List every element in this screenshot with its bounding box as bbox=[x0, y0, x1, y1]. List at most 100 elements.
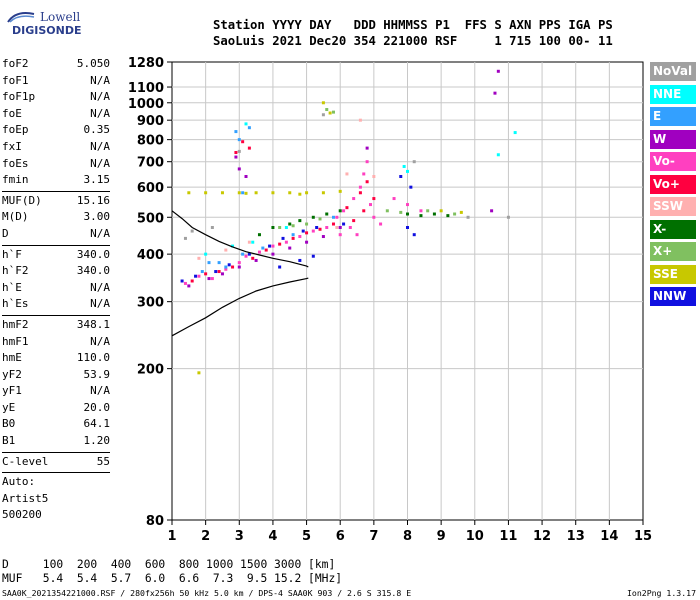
param-row: foF1 N/A bbox=[2, 73, 110, 90]
x-tick-label: 5 bbox=[302, 529, 311, 544]
param-value: N/A bbox=[90, 156, 110, 170]
param-value: 5.050 bbox=[76, 57, 110, 70]
param-name: h`E bbox=[2, 280, 22, 294]
echo-point bbox=[305, 231, 309, 235]
echo-point bbox=[217, 261, 221, 265]
y-tick-label: 200 bbox=[137, 363, 164, 378]
echo-point bbox=[345, 206, 349, 210]
legend: NoVal NNE E W Vo- Vo+ SSW X- X+ SSE NNW bbox=[650, 62, 696, 310]
param-name: fxI bbox=[2, 139, 22, 153]
echo-point bbox=[318, 217, 322, 221]
echo-point bbox=[227, 263, 231, 267]
param-row: h`Es N/A bbox=[2, 296, 110, 313]
footer-muf-row: MUF 5.4 5.4 5.7 6.0 6.6 7.3 9.5 15.2 [MH… bbox=[2, 572, 343, 585]
echo-point bbox=[254, 191, 258, 195]
param-name: MUF(D) bbox=[2, 193, 42, 207]
echo-point bbox=[311, 254, 315, 258]
y-tick-label: 400 bbox=[137, 248, 164, 263]
param-value: 55 bbox=[96, 454, 110, 468]
echo-point bbox=[200, 270, 204, 274]
echo-point bbox=[271, 225, 275, 229]
x-tick-label: 8 bbox=[403, 529, 412, 544]
echo-point bbox=[459, 210, 463, 214]
echo-point bbox=[513, 131, 517, 135]
echo-point bbox=[365, 146, 369, 150]
echo-point bbox=[210, 225, 214, 229]
echo-point bbox=[220, 272, 224, 276]
echo-point bbox=[385, 209, 389, 213]
param-row: MUF(D) 15.16 bbox=[2, 193, 110, 210]
echo-point bbox=[342, 222, 346, 226]
legend-item-vo: Vo+ bbox=[650, 174, 696, 194]
param-name: foEs bbox=[2, 156, 29, 170]
echo-points bbox=[180, 69, 517, 375]
autoscaling-line: Artist5 bbox=[2, 491, 49, 505]
echo-point bbox=[231, 244, 235, 248]
echo-point bbox=[362, 172, 366, 176]
echo-point bbox=[257, 250, 261, 254]
echo-point bbox=[237, 191, 241, 195]
echo-point bbox=[278, 265, 282, 269]
echo-point bbox=[406, 212, 409, 216]
echo-point bbox=[284, 225, 288, 229]
echo-point bbox=[321, 101, 325, 105]
echo-point bbox=[348, 225, 352, 229]
echo-point bbox=[291, 236, 295, 240]
echo-point bbox=[338, 209, 342, 213]
x-tick-label: 10 bbox=[466, 529, 484, 544]
y-tick-label: 800 bbox=[137, 134, 164, 149]
echo-point bbox=[241, 140, 245, 144]
param-value: 3.00 bbox=[83, 210, 111, 224]
echo-point bbox=[352, 197, 356, 201]
y-tick-label: 500 bbox=[137, 211, 164, 226]
x-tick-label: 13 bbox=[567, 529, 585, 544]
x-tick-label: 3 bbox=[235, 529, 244, 544]
grid-lines bbox=[172, 62, 643, 520]
echo-point bbox=[271, 244, 275, 248]
param-value: 0.35 bbox=[83, 123, 111, 137]
echo-point bbox=[409, 185, 413, 189]
echo-point bbox=[187, 284, 191, 288]
echo-point bbox=[190, 229, 194, 233]
param-name: foF2 bbox=[2, 57, 29, 70]
echo-point bbox=[372, 215, 376, 219]
param-row: M(D) 3.00 bbox=[2, 209, 110, 226]
legend-item-x: X+ bbox=[650, 242, 696, 261]
param-separator bbox=[2, 472, 110, 474]
echo-point bbox=[210, 277, 214, 281]
y-tick-label: 600 bbox=[137, 181, 164, 196]
echo-point bbox=[197, 274, 201, 278]
param-row: B1 1.20 bbox=[2, 433, 110, 450]
echo-point bbox=[288, 246, 292, 250]
param-row: foF1p N/A bbox=[2, 89, 110, 106]
legend-item-noval: NoVal bbox=[650, 62, 696, 81]
echo-point bbox=[247, 146, 251, 150]
echo-point bbox=[247, 252, 251, 256]
echo-point bbox=[291, 224, 295, 228]
echo-point bbox=[372, 197, 376, 201]
legend-item-nne: NNE bbox=[650, 84, 696, 104]
echo-point bbox=[183, 236, 187, 240]
y-tick-label: 700 bbox=[137, 156, 164, 171]
param-value: N/A bbox=[90, 139, 110, 153]
param-value: 15.16 bbox=[76, 193, 110, 207]
echo-point bbox=[288, 191, 292, 195]
echo-point bbox=[237, 138, 241, 142]
echo-point bbox=[298, 258, 302, 262]
autoscaling-line: Auto: bbox=[2, 475, 36, 489]
echo-point bbox=[197, 256, 201, 260]
param-name: fmin bbox=[2, 173, 29, 187]
echo-point bbox=[237, 265, 241, 269]
x-tick-label: 2 bbox=[201, 529, 210, 544]
echo-point bbox=[305, 222, 309, 226]
echo-point bbox=[352, 219, 356, 223]
param-name: yF1 bbox=[2, 384, 22, 398]
echo-point bbox=[355, 233, 359, 237]
echo-point bbox=[241, 191, 245, 195]
version-info: Ion2Png 1.3.17 bbox=[626, 588, 696, 598]
echo-point bbox=[496, 69, 500, 73]
legend-item-x: X- bbox=[650, 219, 696, 239]
legend-item-ssw: SSW bbox=[650, 197, 696, 216]
echo-point bbox=[325, 108, 329, 112]
echo-point bbox=[399, 175, 403, 178]
